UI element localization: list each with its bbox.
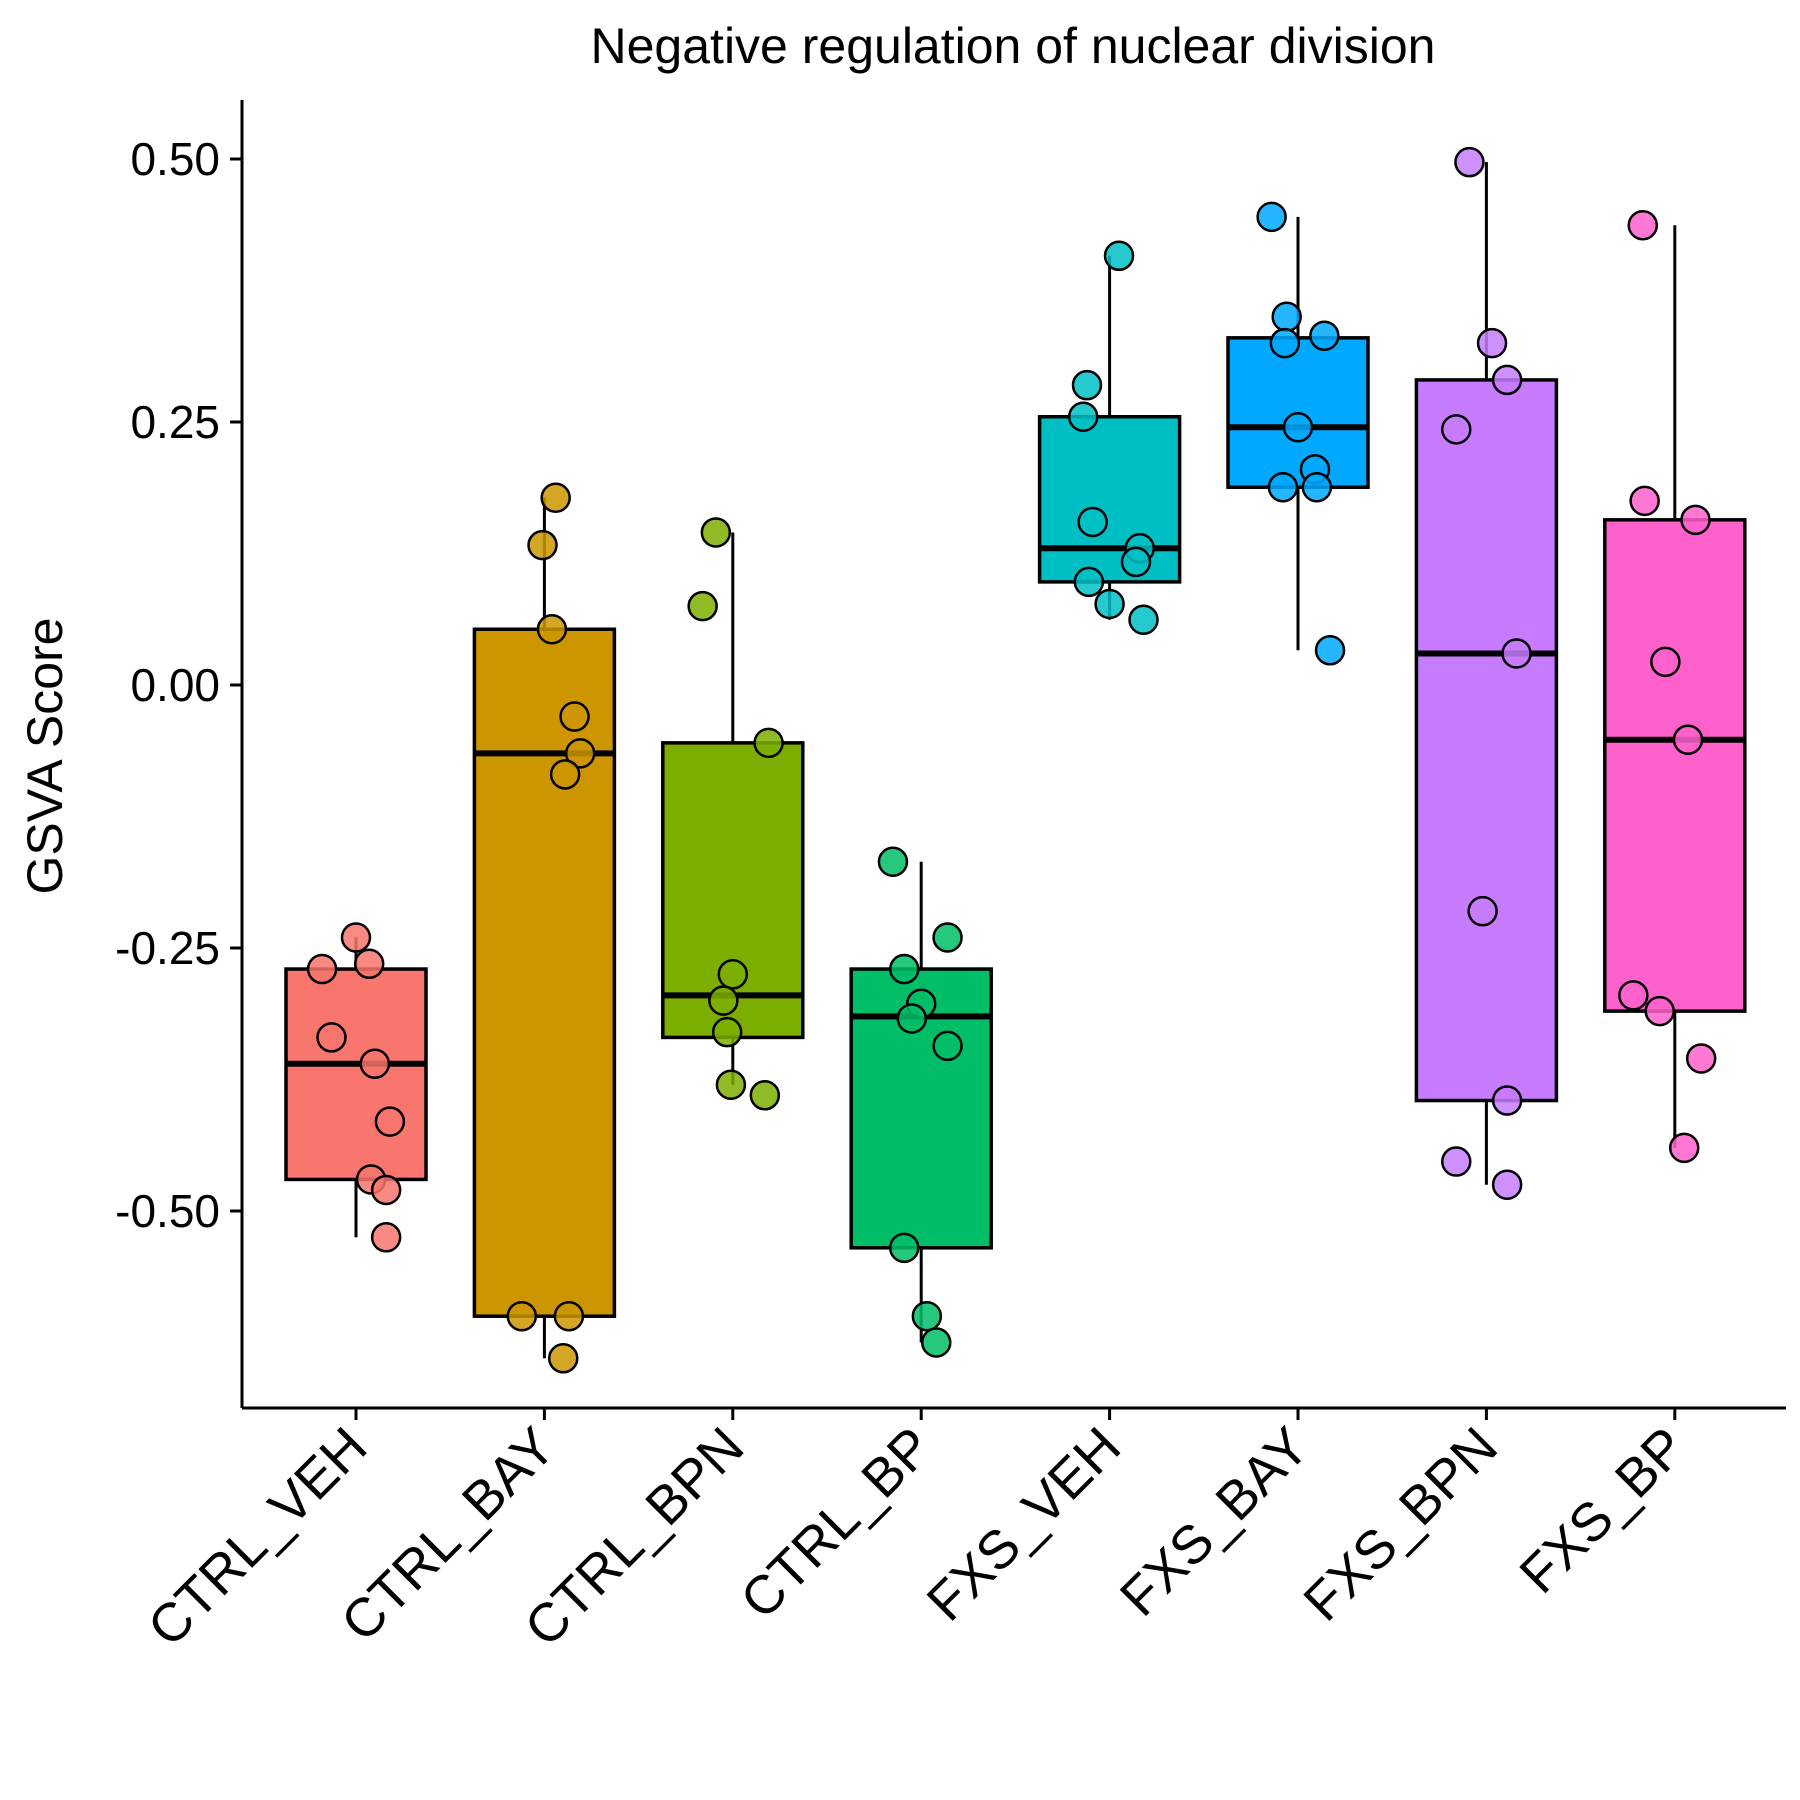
- data-point: [911, 1300, 943, 1332]
- data-point: [1491, 1085, 1523, 1116]
- data-point: [340, 922, 372, 953]
- data-point: [564, 738, 596, 769]
- x-tick-label: FXS_BAY: [1109, 1416, 1321, 1628]
- data-point: [1120, 546, 1152, 578]
- data-point: [708, 985, 739, 1016]
- box-fxs-veh: [1037, 414, 1182, 584]
- x-tick-label: FXS_BPN: [1292, 1416, 1508, 1632]
- box-ctrl-bay: [472, 627, 617, 1318]
- data-point: [1073, 566, 1105, 598]
- data-point: [888, 953, 920, 985]
- data-point: [316, 1022, 347, 1053]
- box-group: [284, 162, 1747, 1359]
- data-point: [553, 1300, 585, 1332]
- box-fxs-bpn: [1414, 378, 1559, 1103]
- data-point: [1309, 320, 1340, 351]
- data-point: [717, 959, 749, 990]
- x-tick-label: CTRL_BP: [729, 1416, 943, 1630]
- data-point: [1269, 327, 1301, 359]
- data-point: [1094, 588, 1125, 620]
- x-tick-label: FXS_VEH: [916, 1416, 1132, 1632]
- box-ctrl-veh: [284, 967, 428, 1182]
- chart-title: Negative regulation of nuclear division: [591, 18, 1436, 74]
- data-point: [1685, 1043, 1717, 1074]
- y-tick-label: 0.00: [130, 659, 220, 711]
- data-point: [687, 590, 718, 622]
- y-tick-label: -0.50: [115, 1185, 220, 1237]
- data-point: [1454, 146, 1485, 178]
- data-point: [549, 759, 581, 790]
- data-point: [921, 1327, 952, 1358]
- data-point: [559, 701, 590, 732]
- data-point: [306, 953, 338, 985]
- data-point: [1071, 369, 1103, 401]
- y-tick-label: -0.25: [115, 922, 220, 974]
- y-tick-label: 0.50: [130, 133, 220, 185]
- data-point: [1067, 401, 1099, 432]
- data-point: [1627, 210, 1659, 241]
- data-point: [932, 1030, 963, 1062]
- data-point: [753, 727, 784, 759]
- data-point: [1618, 980, 1649, 1011]
- data-point: [1650, 646, 1681, 678]
- data-point: [1644, 995, 1675, 1027]
- data-point: [1301, 471, 1333, 503]
- data-point: [932, 922, 963, 953]
- data-point: [1476, 327, 1508, 359]
- data-point: [1680, 504, 1711, 536]
- axes: [240, 100, 1786, 1410]
- point-group: [306, 146, 1717, 1374]
- data-point: [1314, 635, 1346, 666]
- data-point: [1441, 414, 1472, 445]
- data-point: [1103, 240, 1135, 272]
- data-point: [1128, 604, 1159, 636]
- data-point: [715, 1069, 747, 1101]
- data-point: [877, 846, 909, 877]
- data-point: [711, 1016, 743, 1048]
- data-point: [1491, 364, 1523, 396]
- data-point: [1668, 1132, 1700, 1164]
- box-fxs-bp: [1603, 518, 1747, 1013]
- y-tick-label: 0.25: [130, 396, 220, 448]
- data-point: [1467, 895, 1498, 927]
- data-point: [527, 529, 558, 561]
- data-point: [540, 482, 571, 513]
- x-tick-label: FXS_BP: [1508, 1416, 1697, 1605]
- data-point: [370, 1222, 402, 1253]
- data-point: [547, 1343, 579, 1374]
- data-point: [1629, 485, 1660, 517]
- data-point: [1256, 201, 1287, 233]
- data-point: [370, 1174, 402, 1206]
- data-point: [1282, 412, 1314, 443]
- y-axis-label: GSVA Score: [17, 618, 73, 895]
- data-point: [506, 1300, 538, 1332]
- data-point: [1271, 301, 1302, 333]
- data-point: [536, 613, 568, 645]
- data-point: [896, 1003, 928, 1034]
- y-axis-ticks: 0.50 0.25 0.00 -0.25 -0.50: [115, 133, 242, 1237]
- data-point: [700, 517, 732, 548]
- data-point: [888, 1232, 920, 1264]
- data-point: [1501, 638, 1532, 669]
- data-point: [1441, 1146, 1472, 1177]
- data-point: [374, 1106, 406, 1137]
- data-point: [359, 1048, 391, 1079]
- x-axis-ticks: CTRL_VEHCTRL_BAYCTRL_BPNCTRL_BPFXS_VEHFX…: [137, 1408, 1697, 1658]
- data-point: [353, 948, 385, 980]
- data-point: [749, 1080, 781, 1111]
- data-point: [1077, 506, 1108, 538]
- data-point: [1267, 471, 1299, 503]
- data-point: [1672, 724, 1704, 755]
- data-point: [1491, 1169, 1523, 1200]
